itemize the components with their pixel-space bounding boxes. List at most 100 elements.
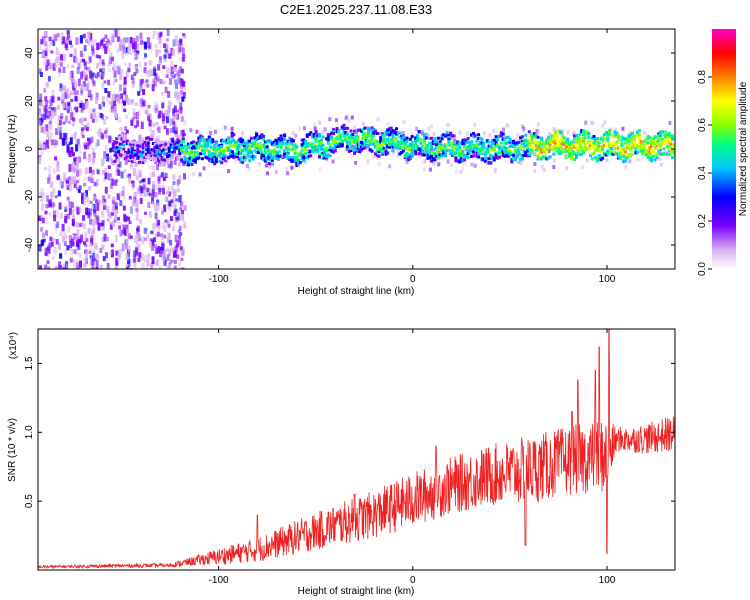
heatmap-cell [541,147,545,150]
heatmap-cell [270,158,274,162]
heatmap-cell [185,144,189,148]
heatmap-cell [353,151,356,155]
heatmap-cell [372,154,376,159]
heatmap-cell [100,71,104,80]
heatmap-cell [664,142,668,147]
heatmap-cell [90,39,94,47]
heatmap-cell [589,146,592,150]
heatmap-cell [125,70,129,78]
heatmap-cell [146,141,150,145]
spectrogram-y-tick-label: -20 [24,189,35,204]
heatmap-cell [62,85,66,90]
heatmap-cell [149,192,152,197]
heatmap-cell [660,138,664,141]
heatmap-cell [230,154,234,158]
heatmap-cell [458,130,462,135]
heatmap-cell [125,266,129,269]
heatmap-cell [395,146,398,150]
heatmap-cell [124,132,127,136]
heatmap-cell [270,142,274,145]
heatmap-cell [118,146,122,150]
heatmap-cell [223,148,227,152]
heatmap-cell [344,116,348,121]
heatmap-cell [73,260,77,267]
heatmap-cell [177,212,181,221]
heatmap-cell [522,149,526,153]
heatmap-cell [531,135,535,139]
heatmap-cell [398,131,402,135]
heatmap-cell [89,33,93,42]
heatmap-cell [214,149,218,153]
heatmap-cell [478,152,482,156]
heatmap-cell [176,135,180,139]
heatmap-cell [206,142,210,145]
heatmap-cell [83,192,87,200]
heatmap-cell [543,142,547,146]
heatmap-cell [487,144,491,148]
heatmap-cell [150,137,154,141]
heatmap-cell [263,149,267,153]
heatmap-cell [171,188,174,194]
heatmap-cell [346,136,349,140]
heatmap-cell [157,146,161,155]
heatmap-cell [414,139,418,143]
heatmap-cell [471,144,475,148]
heatmap-cell [49,117,53,124]
heatmap-cell [52,187,56,194]
heatmap-cell [424,147,428,151]
heatmap-cell [91,52,95,57]
heatmap-cell [174,141,178,145]
heatmap-cell [391,149,395,153]
heatmap-cell [576,146,580,150]
heatmap-cell [83,61,87,70]
heatmap-cell [159,141,162,145]
heatmap-cell [56,32,60,38]
heatmap-cell [615,133,619,137]
heatmap-cell [121,190,125,197]
heatmap-cell [330,149,334,153]
heatmap-cell [253,145,257,149]
heatmap-cell [181,137,185,141]
heatmap-cell [354,134,358,138]
heatmap-cell [482,157,486,161]
heatmap-cell [624,165,628,170]
heatmap-cell [662,140,666,144]
heatmap-cell [375,140,379,144]
heatmap-cell [414,152,418,156]
heatmap-cell [300,157,304,160]
heatmap-cell [81,53,85,62]
heatmap-cell [38,155,42,159]
heatmap-cell [536,135,540,139]
heatmap-cell [499,131,503,135]
heatmap-cell [227,156,231,160]
heatmap-cell [216,154,220,158]
heatmap-cell [173,265,177,269]
heatmap-cell [391,142,395,146]
heatmap-cell [166,152,169,156]
heatmap-cell [618,148,622,151]
heatmap-cell [185,148,189,152]
heatmap-cell [303,160,307,165]
heatmap-cell [167,204,170,210]
heatmap-cell [66,185,70,190]
heatmap-cell [71,218,75,226]
heatmap-cell [361,144,365,148]
heatmap-cell [239,147,243,151]
heatmap-cell [550,135,554,139]
heatmap-cell [277,150,281,154]
heatmap-cell [466,145,470,149]
heatmap-cell [121,42,125,49]
heatmap-cell [370,140,374,144]
heatmap-cell [115,112,119,119]
heatmap-cell [117,217,120,221]
heatmap-cell [389,132,393,136]
heatmap-cell [575,138,578,142]
heatmap-cell [167,142,171,150]
heatmap-cell [131,100,135,104]
heatmap-cell [470,162,474,167]
heatmap-cell [60,54,63,61]
heatmap-cell [206,156,210,160]
heatmap-cell [438,145,442,149]
heatmap-cell [148,189,152,193]
heatmap-cell [41,50,45,58]
